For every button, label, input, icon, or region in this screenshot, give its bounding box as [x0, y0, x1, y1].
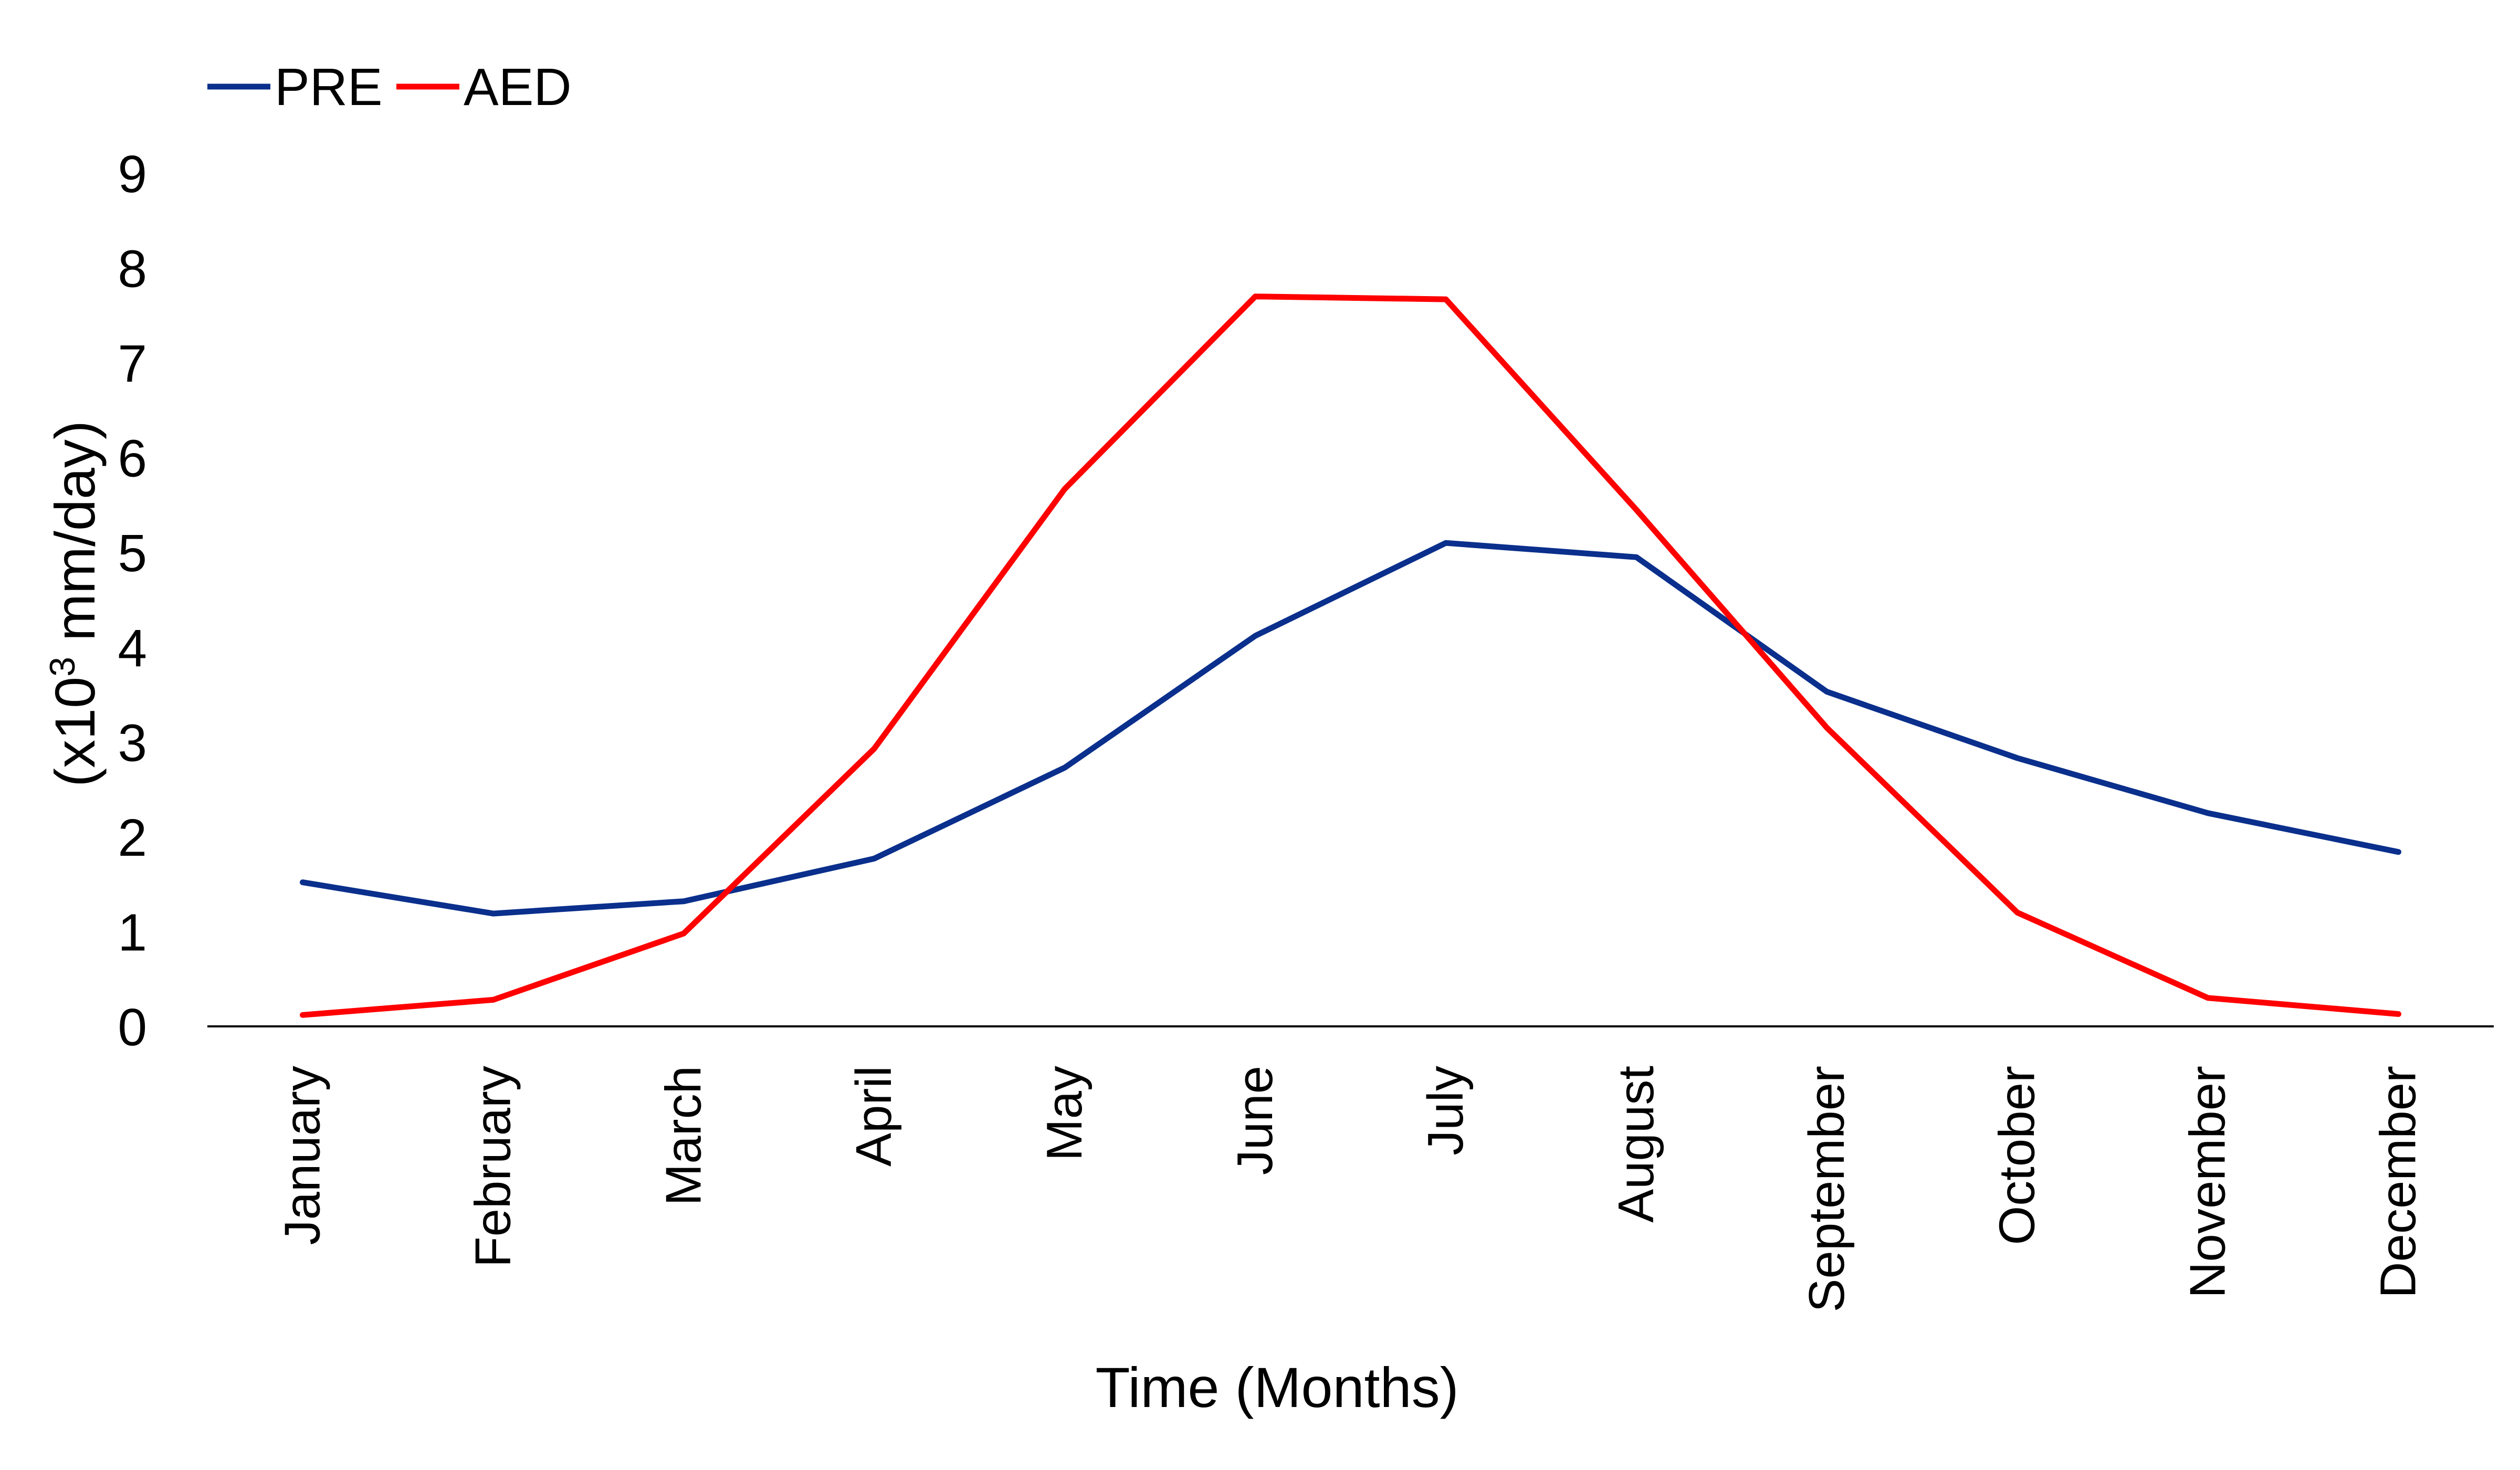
y-axis-ticks: 0 1 2 3 4 5 6 7 8 9	[118, 145, 147, 1057]
x-tick-label: June	[1227, 1066, 1283, 1175]
y-tick-label: 5	[118, 524, 147, 583]
x-tick-label: February	[465, 1066, 521, 1267]
legend: PRE AED	[207, 58, 572, 117]
y-tick-label: 4	[118, 619, 147, 678]
series-line-pre	[300, 540, 2401, 917]
y-tick-label: 2	[118, 808, 147, 867]
x-tick-label: July	[1418, 1066, 1474, 1156]
x-tick-label: May	[1036, 1066, 1093, 1161]
x-tick-label: April	[846, 1066, 902, 1167]
x-axis-label: Time (Months)	[1095, 1356, 1458, 1419]
x-axis-ticks: January February March April May June July Augu…	[274, 1066, 2426, 1312]
series-lines	[300, 293, 2401, 1018]
y-tick-label: 9	[118, 145, 147, 204]
legend-label: AED	[464, 58, 572, 117]
y-tick-label: 0	[118, 998, 147, 1057]
x-tick-label: August	[1608, 1066, 1664, 1223]
x-tick-label: December	[2370, 1066, 2427, 1298]
x-tick-label: March	[655, 1066, 711, 1206]
y-axis-label-superscript: 3	[43, 657, 82, 677]
y-tick-label: 6	[118, 429, 147, 488]
y-tick-label: 7	[118, 334, 147, 393]
y-tick-label: 3	[118, 713, 147, 772]
x-tick-label: September	[1799, 1066, 1855, 1312]
y-axis-label: (x103 mm/day)	[43, 421, 107, 787]
x-tick-label: January	[274, 1066, 330, 1245]
series-line-aed	[300, 293, 2401, 1018]
y-tick-label: 1	[118, 903, 147, 962]
y-tick-label: 8	[118, 240, 147, 299]
x-tick-label: October	[1989, 1066, 2045, 1245]
x-tick-label: November	[2180, 1066, 2236, 1298]
legend-label: PRE	[275, 58, 383, 117]
